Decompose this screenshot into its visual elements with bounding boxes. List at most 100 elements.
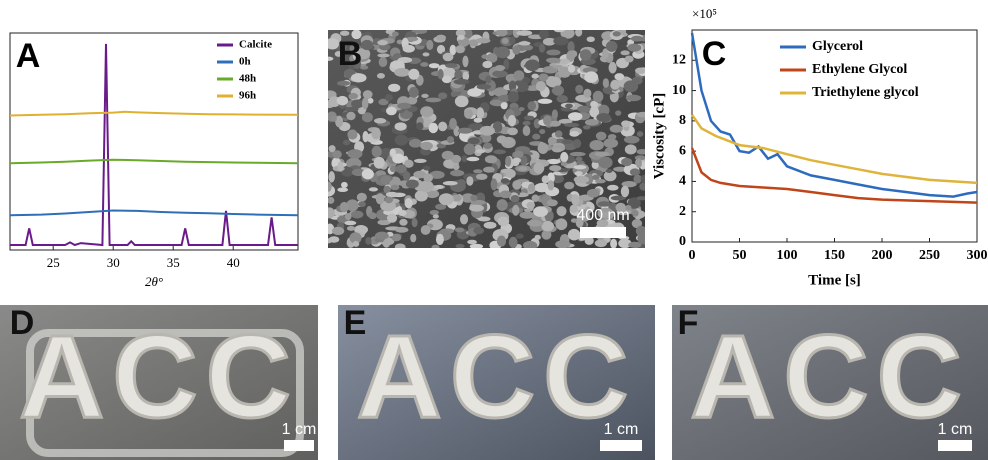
grain [614, 73, 624, 80]
grain [423, 173, 433, 182]
grain [516, 234, 524, 239]
grain [518, 166, 527, 171]
grain [455, 244, 464, 248]
grain [543, 115, 551, 126]
x-tick-label: 100 [777, 248, 798, 263]
grain [516, 30, 532, 36]
grain [595, 179, 606, 183]
grain [575, 85, 583, 94]
grain [552, 148, 562, 153]
grain [455, 96, 469, 108]
grain [403, 171, 411, 181]
grain [351, 73, 367, 82]
panel-label: A [16, 37, 41, 75]
grain [501, 178, 510, 183]
grain [571, 194, 579, 205]
grain [477, 84, 491, 90]
scale-bar [284, 440, 314, 451]
grain [381, 175, 391, 184]
grain [603, 138, 618, 148]
grain [508, 91, 519, 103]
grain [416, 122, 423, 130]
grain [485, 155, 497, 163]
grain [447, 136, 454, 143]
grain [615, 110, 621, 115]
grain [434, 185, 443, 189]
grain [467, 88, 482, 97]
grain [332, 150, 341, 158]
grain [607, 185, 618, 191]
grain [406, 180, 419, 189]
grain [561, 162, 568, 166]
grain [433, 214, 439, 218]
grain [371, 128, 381, 139]
y-tick-label: 10 [672, 83, 686, 98]
scale-bar-label: 1 cm [604, 421, 639, 438]
grain [505, 156, 511, 167]
grain [496, 28, 507, 36]
x-axis-label: 2θ° [145, 274, 163, 289]
x-tick-label: 25 [47, 255, 60, 270]
grain [565, 104, 573, 108]
grain [513, 70, 524, 80]
grain [636, 158, 642, 168]
grain [436, 234, 444, 245]
grain [506, 169, 516, 178]
grain [467, 240, 477, 245]
grain [523, 45, 533, 51]
grain [575, 28, 582, 37]
y-tick-label: 6 [679, 143, 686, 158]
grain [523, 241, 537, 250]
x-tick-label: 250 [919, 248, 940, 263]
grain [570, 152, 586, 157]
grain [585, 119, 599, 126]
grain [420, 106, 433, 117]
grain [554, 28, 565, 32]
panel-label: B [338, 35, 363, 73]
grain [429, 63, 440, 68]
grain [365, 237, 371, 245]
x-tick-label: 40 [227, 255, 240, 270]
panel-label: E [344, 304, 367, 342]
grain [421, 94, 428, 98]
grain [549, 165, 561, 171]
grain [503, 137, 513, 144]
grain [525, 60, 540, 72]
grain [559, 59, 570, 65]
grain [344, 221, 356, 226]
grain [514, 151, 524, 158]
legend-label: 0h [239, 56, 251, 68]
grain [574, 176, 589, 184]
grain [587, 36, 595, 42]
grain [394, 68, 410, 77]
grain [353, 241, 359, 247]
grain [431, 245, 439, 250]
y-tick-label: 0 [679, 234, 686, 249]
grain [464, 144, 476, 155]
grain [528, 183, 535, 192]
photo: ACC [0, 305, 318, 460]
grain [358, 201, 366, 207]
grain [564, 182, 574, 190]
grain [436, 35, 446, 41]
grain [390, 185, 399, 190]
grain [403, 45, 415, 53]
grain [375, 232, 389, 240]
grain [568, 112, 583, 121]
grain [421, 225, 431, 235]
grain [482, 61, 492, 68]
grain [632, 210, 639, 217]
grain [473, 169, 482, 173]
grain [576, 157, 583, 162]
grain [637, 112, 650, 118]
grain [574, 171, 582, 176]
grain [351, 211, 363, 219]
grain [635, 67, 646, 74]
photo-text: ACC [690, 311, 970, 443]
legend-label: Ethylene Glycol [812, 62, 907, 77]
grain [484, 222, 497, 229]
grain [399, 219, 407, 226]
grain [372, 146, 382, 158]
grain [408, 69, 419, 80]
grain [539, 129, 545, 134]
